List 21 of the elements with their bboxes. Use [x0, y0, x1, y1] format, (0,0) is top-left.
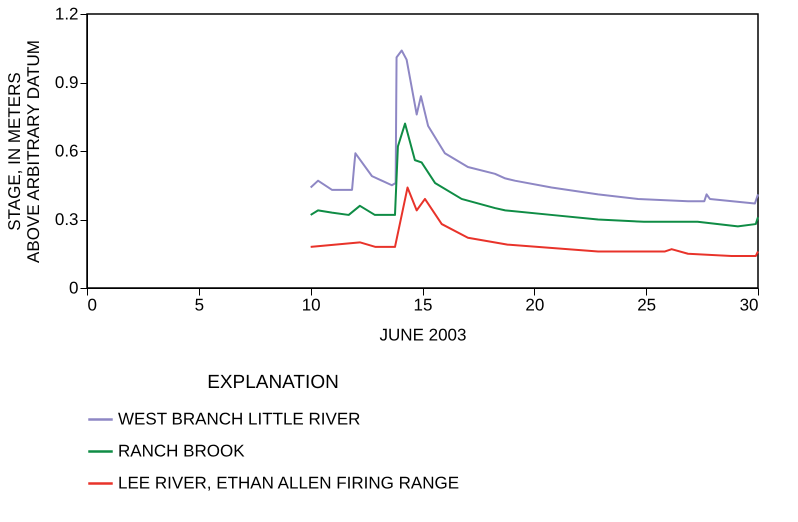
x-tick-label: 30 — [740, 296, 758, 314]
y-axis-title: STAGE, IN METERS ABOVE ARBITRARY DATUM — [4, 40, 43, 263]
x-tick-label: 10 — [302, 296, 321, 314]
line-series — [310, 186, 759, 258]
y-tick-label: 0.6 — [54, 142, 78, 160]
x-tick-label: 5 — [194, 296, 204, 314]
legend-label: WEST BRANCH LITTLE RIVER — [118, 410, 360, 428]
y-tick-label: 0.3 — [54, 210, 78, 229]
x-tick-label: 15 — [414, 296, 432, 314]
x-axis-title: JUNE 2003 — [380, 326, 466, 344]
legend-title: EXPLANATION — [207, 372, 339, 393]
line-series — [310, 50, 759, 205]
y-tick-label: 1.2 — [54, 4, 78, 24]
x-tick-label: 20 — [525, 296, 544, 314]
y-tick-label: 0.9 — [54, 73, 78, 92]
line-series — [310, 122, 759, 228]
legend-label: RANCH BROOK — [118, 442, 246, 460]
y-tick-label: 0 — [69, 278, 78, 298]
legend-label: LEE RIVER, ETHAN ALLEN FIRING RANGE — [118, 474, 460, 492]
x-tick-label: 0 — [88, 296, 97, 314]
x-tick-label: 25 — [637, 296, 656, 314]
